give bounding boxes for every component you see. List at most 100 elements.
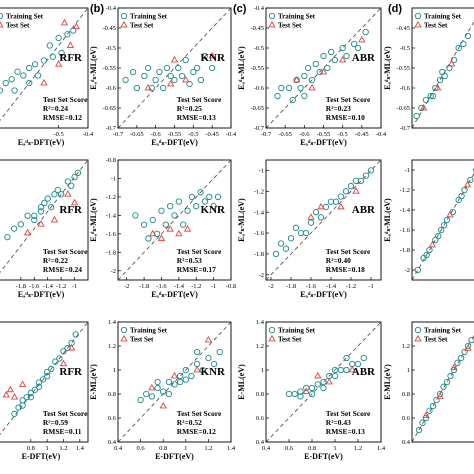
test-point <box>68 343 76 351</box>
training-point <box>144 64 152 72</box>
x-tick-label: 1.4 <box>227 445 236 452</box>
plot-frame <box>0 159 89 281</box>
r2-value: R²=0.25 <box>177 104 202 113</box>
x-tick-label: -1.4 <box>43 283 54 290</box>
training-point <box>64 31 71 38</box>
test-point <box>159 401 167 409</box>
parity-line <box>265 159 382 281</box>
y-tick-label: 1 <box>113 367 116 374</box>
training-point <box>354 360 362 368</box>
x-tick-label: 1.2 <box>354 445 362 452</box>
training-point <box>297 393 304 400</box>
training-point <box>35 383 43 390</box>
rmse-value: RMSE=0.12 <box>177 427 216 436</box>
training-point <box>285 390 293 398</box>
model-label: RFR <box>59 366 83 378</box>
training-point <box>362 28 369 36</box>
model-label: ABR <box>352 366 376 378</box>
training-point <box>193 64 201 72</box>
training-point <box>34 72 42 79</box>
test-point <box>463 180 472 188</box>
training-point <box>454 359 461 366</box>
legend-train-label: Training Set <box>278 12 316 20</box>
training-point <box>49 53 56 60</box>
test-point <box>183 225 192 232</box>
legend-train-marker <box>0 12 4 20</box>
score-title: Test Set Score <box>326 95 371 104</box>
test-point <box>358 35 366 43</box>
rmse-value: RMSE=0.24 <box>43 265 82 274</box>
training-point <box>460 40 467 48</box>
legend-test-label: Test Set <box>6 21 30 29</box>
x-axis-label: Eₐᵈₛ-DFT(eV) <box>151 138 198 147</box>
training-point <box>60 348 67 355</box>
training-point <box>193 348 201 356</box>
training-point <box>324 64 331 72</box>
y-axis-label: Eₐᵈₛ-ML(eV) <box>383 46 392 90</box>
y-tick-label: -0.65 <box>250 105 264 112</box>
training-point <box>47 203 55 211</box>
training-point <box>443 378 451 386</box>
legend-test-marker <box>120 20 128 28</box>
training-point <box>308 390 316 398</box>
x-tick-label: -0.5 <box>188 131 198 138</box>
training-point <box>193 203 200 210</box>
test-point <box>450 363 458 370</box>
training-point <box>413 112 420 120</box>
panel-label-c: (c) <box>233 3 247 15</box>
test-point <box>325 377 333 385</box>
training-point <box>210 203 217 210</box>
training-point <box>337 366 344 374</box>
scatter-panel-1: -0.5 -0.4 Eₐᵈₛ-DFT(eV) RFR Test Set ScoreR²=… <box>0 7 94 147</box>
training-point <box>274 92 281 100</box>
legend-train-marker <box>120 326 128 334</box>
training-point <box>443 216 451 224</box>
legend-train-marker <box>414 12 422 20</box>
x-tick-label: 1 <box>184 445 187 452</box>
test-point <box>149 229 157 237</box>
legend-test-marker <box>120 334 128 342</box>
scatter-panel-5: -1.8 -1.6 -1.4 -1.2 -1 Eₐᵈₛ-DFT(eV) RFR Test Se… <box>0 159 89 299</box>
x-tick-label: 1.2 <box>59 445 67 452</box>
y-tick-label: -1.6 <box>106 231 117 238</box>
scatter-panel-7: -2 -1.8 -1.6 -1.4 -1.2 -1 -2 -1.8 -1.6 -1.4 -1.2 -1… <box>237 159 382 299</box>
training-point <box>41 199 48 207</box>
test-point <box>170 371 179 379</box>
training-point <box>167 203 174 210</box>
y-tick-label: 0.8 <box>256 391 264 398</box>
x-tick-label: 1.4 <box>76 445 85 452</box>
training-point <box>285 84 293 92</box>
training-point <box>64 178 72 185</box>
training-point <box>39 376 47 383</box>
x-axis-label: Eₐᵈₛ-DFT(eV) <box>18 138 65 147</box>
training-point <box>68 182 75 189</box>
y-tick-label: -0.7 <box>400 125 411 132</box>
training-point <box>175 64 182 72</box>
training-point <box>436 76 444 84</box>
y-tick-label: 1.2 <box>108 343 116 350</box>
training-point <box>455 44 462 52</box>
test-point <box>50 215 59 223</box>
training-point <box>27 393 34 401</box>
training-point <box>27 389 34 397</box>
training-point <box>331 372 339 380</box>
y-tick-label: 0.4 <box>256 439 265 446</box>
training-point <box>287 235 295 242</box>
x-tick-label: -0.6 <box>151 131 162 138</box>
y-tick-label: -0.6 <box>254 85 265 92</box>
training-point <box>37 208 45 215</box>
training-point <box>171 76 178 84</box>
x-tick-label: 0.6 <box>285 445 294 452</box>
test-point <box>308 83 316 91</box>
training-point <box>331 56 339 64</box>
y-tick-label: -0.55 <box>102 65 116 72</box>
legend-train-label: Training Set <box>278 326 316 334</box>
rmse-value: RMSE=0.18 <box>326 265 365 274</box>
training-point <box>180 221 187 228</box>
y-axis-label: E-ML(eV) <box>383 364 392 400</box>
training-point <box>51 191 58 198</box>
training-point <box>272 250 280 258</box>
x-tick-label: -0.65 <box>130 131 144 138</box>
x-tick-label: 0.4 <box>262 445 271 452</box>
